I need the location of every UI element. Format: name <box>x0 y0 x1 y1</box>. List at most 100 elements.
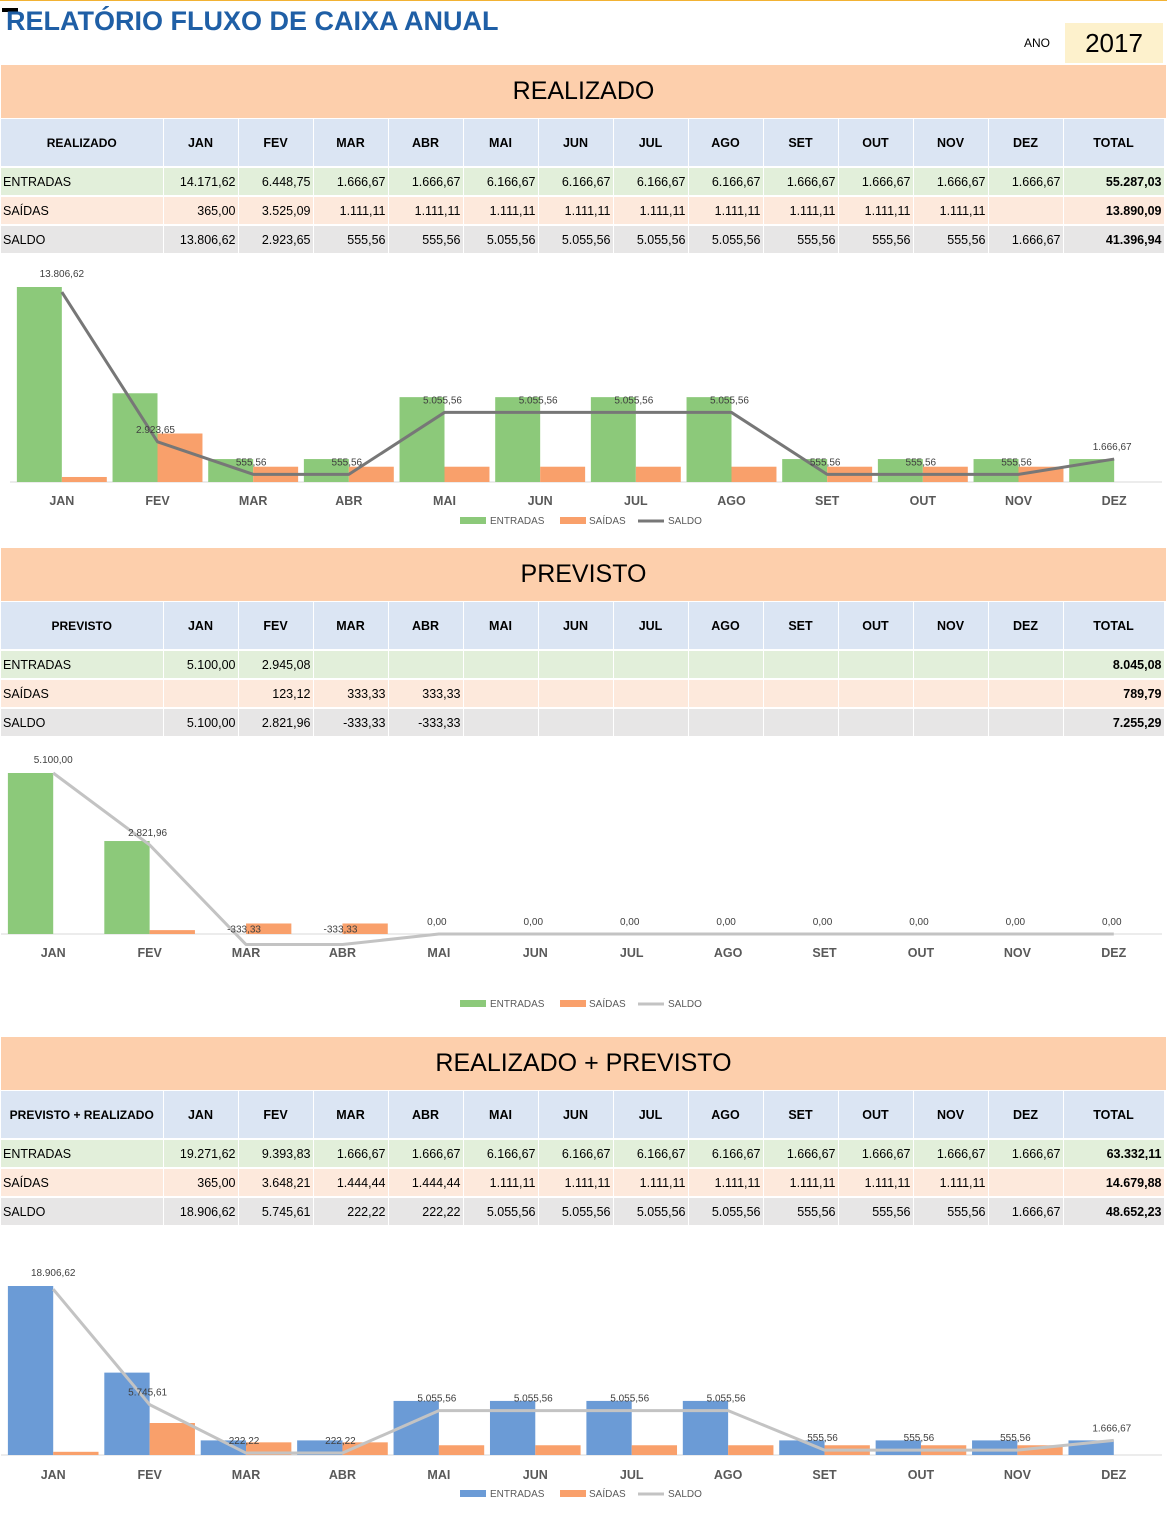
value-cell[interactable]: 6.448,75 <box>238 166 314 196</box>
value-cell[interactable] <box>613 678 689 708</box>
value-cell[interactable]: 1.444,44 <box>388 1167 464 1197</box>
value-cell[interactable]: 555,56 <box>763 1196 839 1225</box>
value-cell[interactable]: 5.055,56 <box>538 224 614 253</box>
value-cell[interactable]: 5.055,56 <box>463 1196 539 1225</box>
value-cell[interactable] <box>688 678 764 708</box>
value-cell[interactable]: 555,56 <box>913 1196 989 1225</box>
value-cell[interactable] <box>988 1167 1064 1197</box>
value-cell[interactable]: 1.111,11 <box>313 195 389 225</box>
value-cell[interactable] <box>388 649 464 679</box>
value-cell[interactable]: 5.055,56 <box>538 1196 614 1225</box>
value-cell[interactable]: 19.271,62 <box>163 1138 239 1168</box>
value-cell[interactable]: 1.666,67 <box>388 1138 464 1168</box>
value-cell[interactable] <box>613 707 689 736</box>
value-cell[interactable]: 555,56 <box>388 224 464 253</box>
value-cell[interactable]: 222,22 <box>388 1196 464 1225</box>
value-cell[interactable] <box>313 649 389 679</box>
total-cell[interactable]: 55.287,03 <box>1063 166 1165 196</box>
value-cell[interactable]: 14.171,62 <box>163 166 239 196</box>
value-cell[interactable]: 1.666,67 <box>838 166 914 196</box>
value-cell[interactable]: 1.111,11 <box>388 195 464 225</box>
value-cell[interactable]: 2.821,96 <box>238 707 314 736</box>
total-cell[interactable]: 8.045,08 <box>1063 649 1165 679</box>
value-cell[interactable] <box>763 678 839 708</box>
value-cell[interactable]: 1.111,11 <box>538 195 614 225</box>
value-cell[interactable] <box>463 707 539 736</box>
value-cell[interactable]: 1.111,11 <box>913 1167 989 1197</box>
value-cell[interactable] <box>913 707 989 736</box>
value-cell[interactable]: 6.166,67 <box>613 1138 689 1168</box>
value-cell[interactable]: 1.666,67 <box>988 224 1064 253</box>
value-cell[interactable]: 9.393,83 <box>238 1138 314 1168</box>
value-cell[interactable]: 555,56 <box>913 224 989 253</box>
value-cell[interactable] <box>988 707 1064 736</box>
value-cell[interactable]: 1.666,67 <box>313 1138 389 1168</box>
value-cell[interactable] <box>538 707 614 736</box>
value-cell[interactable]: 6.166,67 <box>463 166 539 196</box>
value-cell[interactable]: 1.666,67 <box>913 166 989 196</box>
value-cell[interactable]: 1.666,67 <box>988 1138 1064 1168</box>
value-cell[interactable] <box>988 195 1064 225</box>
value-cell[interactable]: 1.111,11 <box>838 195 914 225</box>
value-cell[interactable]: 3.525,09 <box>238 195 314 225</box>
value-cell[interactable]: 1.666,67 <box>763 166 839 196</box>
year-input[interactable]: 2017 <box>1065 23 1163 63</box>
value-cell[interactable] <box>463 678 539 708</box>
value-cell[interactable]: 1.111,11 <box>688 195 764 225</box>
value-cell[interactable]: 1.111,11 <box>838 1167 914 1197</box>
value-cell[interactable]: 365,00 <box>163 195 239 225</box>
value-cell[interactable] <box>763 649 839 679</box>
value-cell[interactable]: 5.055,56 <box>688 1196 764 1225</box>
value-cell[interactable]: 1.666,67 <box>913 1138 989 1168</box>
value-cell[interactable]: 1.111,11 <box>463 195 539 225</box>
value-cell[interactable]: 1.666,67 <box>763 1138 839 1168</box>
value-cell[interactable] <box>988 678 1064 708</box>
value-cell[interactable]: 333,33 <box>313 678 389 708</box>
value-cell[interactable]: 1.111,11 <box>538 1167 614 1197</box>
value-cell[interactable]: 1.111,11 <box>613 195 689 225</box>
value-cell[interactable] <box>838 707 914 736</box>
value-cell[interactable]: 5.745,61 <box>238 1196 314 1225</box>
value-cell[interactable]: 1.111,11 <box>613 1167 689 1197</box>
value-cell[interactable]: 222,22 <box>313 1196 389 1225</box>
value-cell[interactable]: 1.444,44 <box>313 1167 389 1197</box>
value-cell[interactable]: 1.111,11 <box>688 1167 764 1197</box>
value-cell[interactable]: 1.666,67 <box>313 166 389 196</box>
value-cell[interactable]: 5.100,00 <box>163 707 239 736</box>
value-cell[interactable] <box>913 678 989 708</box>
value-cell[interactable]: 365,00 <box>163 1167 239 1197</box>
total-cell[interactable]: 41.396,94 <box>1063 224 1165 253</box>
value-cell[interactable]: 333,33 <box>388 678 464 708</box>
value-cell[interactable]: 5.055,56 <box>613 224 689 253</box>
value-cell[interactable] <box>688 707 764 736</box>
value-cell[interactable]: 1.111,11 <box>763 1167 839 1197</box>
total-cell[interactable]: 789,79 <box>1063 678 1165 708</box>
value-cell[interactable] <box>838 649 914 679</box>
value-cell[interactable]: 5.055,56 <box>613 1196 689 1225</box>
value-cell[interactable]: 6.166,67 <box>538 166 614 196</box>
value-cell[interactable]: 555,56 <box>838 224 914 253</box>
value-cell[interactable]: 6.166,67 <box>688 1138 764 1168</box>
value-cell[interactable] <box>613 649 689 679</box>
value-cell[interactable]: 5.055,56 <box>463 224 539 253</box>
value-cell[interactable] <box>988 649 1064 679</box>
value-cell[interactable]: 6.166,67 <box>688 166 764 196</box>
value-cell[interactable]: 1.111,11 <box>763 195 839 225</box>
value-cell[interactable]: 1.111,11 <box>463 1167 539 1197</box>
value-cell[interactable]: 555,56 <box>313 224 389 253</box>
value-cell[interactable]: 1.666,67 <box>838 1138 914 1168</box>
value-cell[interactable]: 13.806,62 <box>163 224 239 253</box>
total-cell[interactable]: 13.890,09 <box>1063 195 1165 225</box>
value-cell[interactable] <box>838 678 914 708</box>
value-cell[interactable] <box>463 649 539 679</box>
value-cell[interactable]: 6.166,67 <box>463 1138 539 1168</box>
value-cell[interactable]: 6.166,67 <box>613 166 689 196</box>
value-cell[interactable]: 1.666,67 <box>388 166 464 196</box>
value-cell[interactable]: 2.945,08 <box>238 649 314 679</box>
value-cell[interactable] <box>538 678 614 708</box>
value-cell[interactable] <box>913 649 989 679</box>
total-cell[interactable]: 48.652,23 <box>1063 1196 1165 1225</box>
value-cell[interactable]: 5.055,56 <box>688 224 764 253</box>
value-cell[interactable] <box>163 678 239 708</box>
total-cell[interactable]: 63.332,11 <box>1063 1138 1165 1168</box>
